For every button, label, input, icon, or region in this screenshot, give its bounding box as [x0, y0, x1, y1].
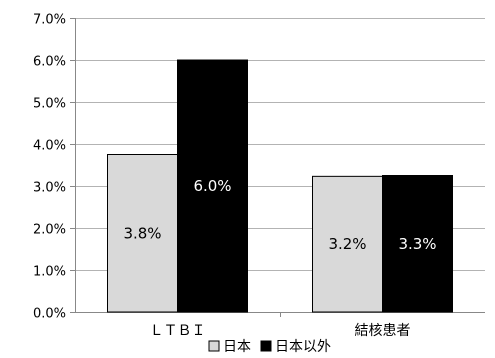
- y-tick-label: 3.0%: [33, 181, 66, 196]
- bars: [107, 59, 453, 313]
- legend-label: 日本以外: [275, 339, 331, 355]
- data-label: 3.8%: [123, 224, 161, 242]
- y-tick-label: 5.0%: [33, 97, 66, 112]
- y-tick-label: 0.0%: [33, 307, 66, 322]
- legend-swatch: [208, 340, 220, 352]
- y-tick-label: 1.0%: [33, 265, 66, 280]
- x-category-label: 結核患者: [355, 323, 411, 339]
- data-label: 3.2%: [328, 235, 366, 253]
- y-tick-label: 7.0%: [33, 13, 66, 28]
- bar-non-japan-0: [177, 59, 248, 313]
- y-tick-label: 6.0%: [33, 55, 66, 70]
- legend-label: 日本: [223, 339, 251, 355]
- y-tick-label: 2.0%: [33, 223, 66, 238]
- legend: 日本 日本以外: [208, 339, 331, 355]
- bar-non-japan-1: [382, 175, 453, 313]
- legend-swatch: [260, 340, 272, 352]
- y-tick-label: 4.0%: [33, 139, 66, 154]
- data-label: 6.0%: [193, 177, 231, 195]
- x-category-label: ＬＴＢＩ: [150, 323, 206, 339]
- data-label: 3.3%: [398, 235, 436, 253]
- data-labels: 3.8% 6.0% 3.2% 3.3%: [123, 177, 436, 253]
- bar-japan-0: [107, 154, 178, 313]
